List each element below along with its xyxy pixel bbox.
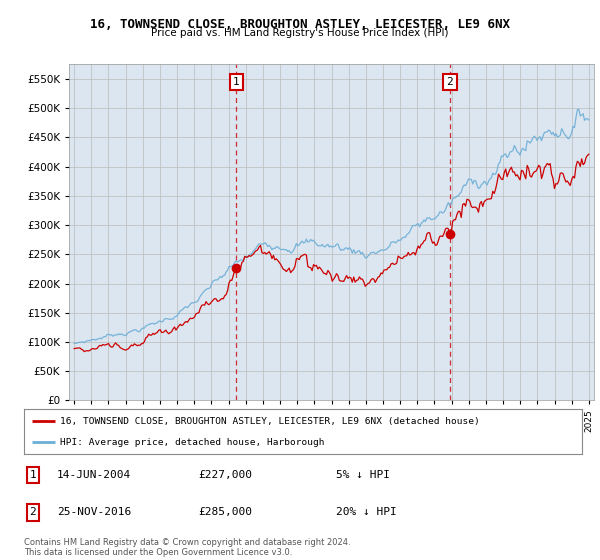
Text: 2: 2 xyxy=(29,507,37,517)
Text: 14-JUN-2004: 14-JUN-2004 xyxy=(57,470,131,480)
Text: Price paid vs. HM Land Registry's House Price Index (HPI): Price paid vs. HM Land Registry's House … xyxy=(151,28,449,38)
Text: 5% ↓ HPI: 5% ↓ HPI xyxy=(336,470,390,480)
Text: £285,000: £285,000 xyxy=(198,507,252,517)
Text: 2: 2 xyxy=(446,77,453,87)
Text: 20% ↓ HPI: 20% ↓ HPI xyxy=(336,507,397,517)
Text: HPI: Average price, detached house, Harborough: HPI: Average price, detached house, Harb… xyxy=(60,438,325,447)
Text: 25-NOV-2016: 25-NOV-2016 xyxy=(57,507,131,517)
Text: 16, TOWNSEND CLOSE, BROUGHTON ASTLEY, LEICESTER, LE9 6NX (detached house): 16, TOWNSEND CLOSE, BROUGHTON ASTLEY, LE… xyxy=(60,417,480,426)
Text: Contains HM Land Registry data © Crown copyright and database right 2024.
This d: Contains HM Land Registry data © Crown c… xyxy=(24,538,350,557)
Text: 1: 1 xyxy=(233,77,239,87)
Text: 1: 1 xyxy=(29,470,37,480)
Text: £227,000: £227,000 xyxy=(198,470,252,480)
Text: 16, TOWNSEND CLOSE, BROUGHTON ASTLEY, LEICESTER, LE9 6NX: 16, TOWNSEND CLOSE, BROUGHTON ASTLEY, LE… xyxy=(90,18,510,31)
